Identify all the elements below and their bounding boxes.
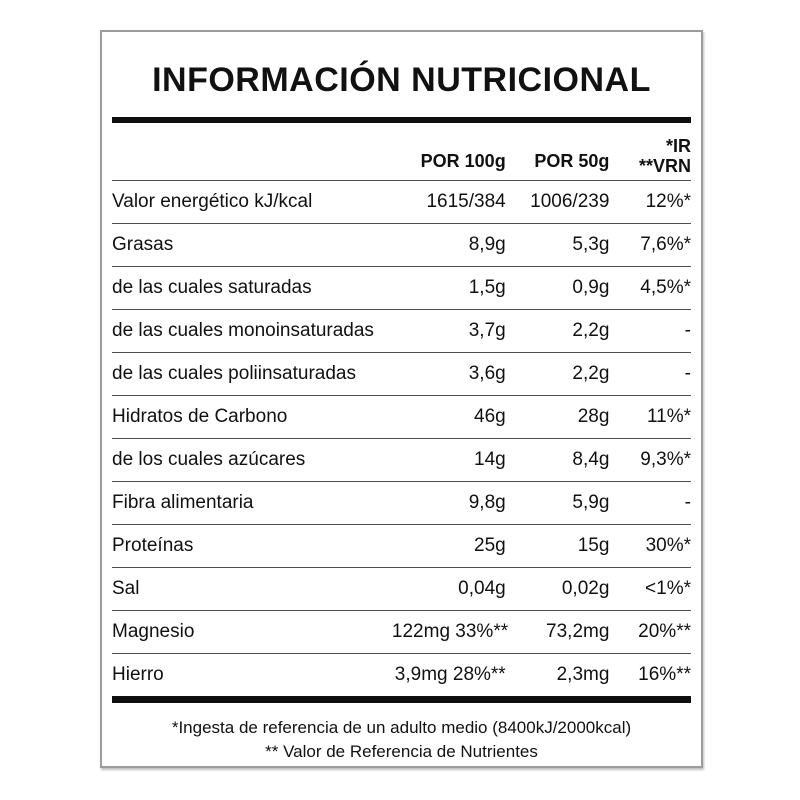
table-row-fiber: Fibra alimentaria 9,8g 5,9g -	[112, 481, 691, 525]
value-per-50g: 2,3mg	[505, 653, 610, 696]
value-ir: 16%**	[609, 653, 691, 696]
row-label: Hierro	[112, 653, 392, 696]
value-per-100g: 1,5g	[391, 266, 506, 310]
column-header-ir-vrn: *IR **VRN	[609, 123, 691, 181]
footnotes: *Ingesta de referencia de un adulto medi…	[112, 716, 691, 764]
top-thick-divider	[112, 117, 691, 123]
column-header-per-100g: POR 100g	[420, 151, 506, 171]
value-ir: -	[609, 352, 691, 396]
value-per-100g: 14g	[391, 438, 506, 482]
row-label: Grasas	[112, 223, 392, 267]
value-ir: 20%**	[609, 610, 691, 654]
value-ir: -	[609, 309, 691, 353]
value-per-50g: 5,9g	[505, 481, 610, 525]
table-row-carbohydrates: Hidratos de Carbono 46g 28g 11%*	[112, 395, 691, 439]
column-header-per-50g: POR 50g	[534, 151, 610, 171]
row-label: Proteínas	[112, 524, 392, 568]
value-per-100g: 3,6g	[391, 352, 506, 396]
value-ir: -	[609, 481, 691, 525]
row-label: de los cuales azúcares	[112, 438, 392, 482]
value-per-50g: 2,2g	[505, 309, 610, 353]
value-per-50g: 15g	[505, 524, 610, 568]
row-label: de las cuales saturadas	[112, 266, 392, 310]
value-ir: 9,3%*	[609, 438, 691, 482]
row-label: Valor energético kJ/kcal	[112, 180, 392, 224]
value-per-100g: 3,9mg 28%**	[391, 653, 506, 696]
value-per-100g: 25g	[391, 524, 506, 568]
ir-header-line1: *IR	[665, 136, 691, 156]
value-per-100g: 8,9g	[391, 223, 506, 267]
table-row-magnesium: Magnesio 122mg 33%** 73,2mg 20%**	[112, 610, 691, 654]
column-header-empty	[112, 123, 392, 181]
value-per-100g: 9,8g	[391, 481, 506, 525]
bottom-thick-divider	[112, 696, 691, 703]
value-per-50g: 5,3g	[505, 223, 610, 267]
row-label: de las cuales poliinsaturadas	[112, 352, 392, 396]
value-ir: 4,5%*	[609, 266, 691, 310]
value-per-100g: 0,04g	[391, 567, 506, 611]
table-row-protein: Proteínas 25g 15g 30%*	[112, 524, 691, 568]
table-row-iron: Hierro 3,9mg 28%** 2,3mg 16%**	[112, 653, 691, 696]
column-header-row: POR 100g POR 50g *IR **VRN	[112, 123, 691, 181]
ir-header-line2: **VRN	[638, 156, 691, 176]
table-row-polyunsaturated-fat: de las cuales poliinsaturadas 3,6g 2,2g …	[112, 352, 691, 396]
value-per-100g: 1615/384	[391, 180, 506, 224]
row-label: Magnesio	[112, 610, 392, 654]
row-label: Sal	[112, 567, 392, 611]
table-row-monounsaturated-fat: de las cuales monoinsaturadas 3,7g 2,2g …	[112, 309, 691, 353]
value-per-50g: 0,02g	[505, 567, 610, 611]
footnote-nutrient-reference-values: ** Valor de Referencia de Nutrientes	[265, 742, 538, 761]
value-per-50g: 0,9g	[505, 266, 610, 310]
table-row-sugars: de los cuales azúcares 14g 8,4g 9,3%*	[112, 438, 691, 482]
value-per-50g: 2,2g	[505, 352, 610, 396]
value-ir: 12%*	[609, 180, 691, 224]
row-label: Fibra alimentaria	[112, 481, 392, 525]
value-ir: 11%*	[609, 395, 691, 439]
footnote-reference-intake: *Ingesta de referencia de un adulto medi…	[171, 718, 632, 737]
value-per-50g: 1006/239	[505, 180, 610, 224]
table-row-saturated-fat: de las cuales saturadas 1,5g 0,9g 4,5%*	[112, 266, 691, 310]
nutrition-table: POR 100g POR 50g *IR **VRN Valor energét…	[112, 123, 691, 696]
value-per-100g: 122mg 33%**	[391, 610, 508, 654]
label-title: INFORMACIÓN NUTRICIONAL	[152, 61, 651, 99]
value-per-100g: 3,7g	[391, 309, 506, 353]
row-label: Hidratos de Carbono	[112, 395, 392, 439]
table-row-salt: Sal 0,04g 0,02g <1%*	[112, 567, 691, 611]
value-per-50g: 8,4g	[505, 438, 610, 482]
value-per-50g: 73,2mg	[505, 610, 610, 654]
value-ir: <1%*	[609, 567, 691, 611]
value-ir: 7,6%*	[609, 223, 691, 267]
table-row-energy: Valor energético kJ/kcal 1615/384 1006/2…	[112, 180, 691, 224]
value-per-50g: 28g	[505, 395, 610, 439]
value-ir: 30%*	[609, 524, 691, 568]
nutrition-label-card: INFORMACIÓN NUTRICIONAL POR 100g POR 50g…	[100, 30, 703, 768]
value-per-100g: 46g	[391, 395, 506, 439]
row-label: de las cuales monoinsaturadas	[112, 309, 392, 353]
table-row-fat: Grasas 8,9g 5,3g 7,6%*	[112, 223, 691, 267]
